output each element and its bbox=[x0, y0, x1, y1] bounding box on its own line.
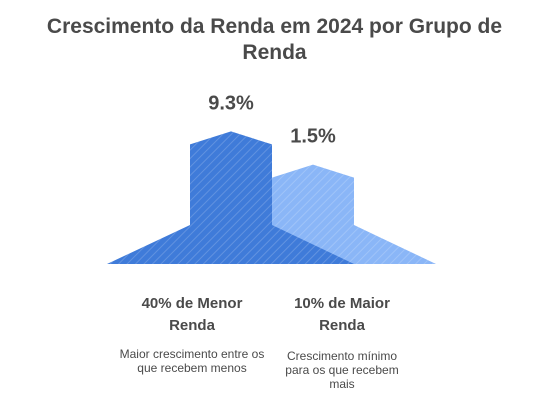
chart-title: Crescimento da Renda em 2024 por Grupo d… bbox=[0, 14, 549, 66]
category-label-10-maior-renda: 10% de Maior Renda bbox=[270, 293, 414, 337]
description-40-menor-renda: Maior crescimento entre os que recebem m… bbox=[119, 347, 265, 375]
value-label-40-menor-renda: 9.3% bbox=[208, 92, 254, 114]
category-label-line-2: Renda bbox=[169, 317, 215, 334]
category-label-line-1: 10% de Maior bbox=[294, 295, 390, 312]
category-label-line-2: Renda bbox=[319, 317, 365, 334]
bar-40-menor-renda-texture bbox=[107, 131, 354, 264]
chart-title-line-2: Renda bbox=[242, 41, 307, 64]
chart-title-line-1: Crescimento da Renda em 2024 por Grupo d… bbox=[46, 15, 503, 38]
value-label-10-maior-renda: 1.5% bbox=[290, 126, 336, 148]
category-label-line-1: 40% de Menor bbox=[141, 295, 243, 312]
category-label-40-menor-renda: 40% de Menor Renda bbox=[120, 293, 264, 337]
description-10-maior-renda: Crescimento mínimo para os que recebem m… bbox=[285, 349, 399, 391]
